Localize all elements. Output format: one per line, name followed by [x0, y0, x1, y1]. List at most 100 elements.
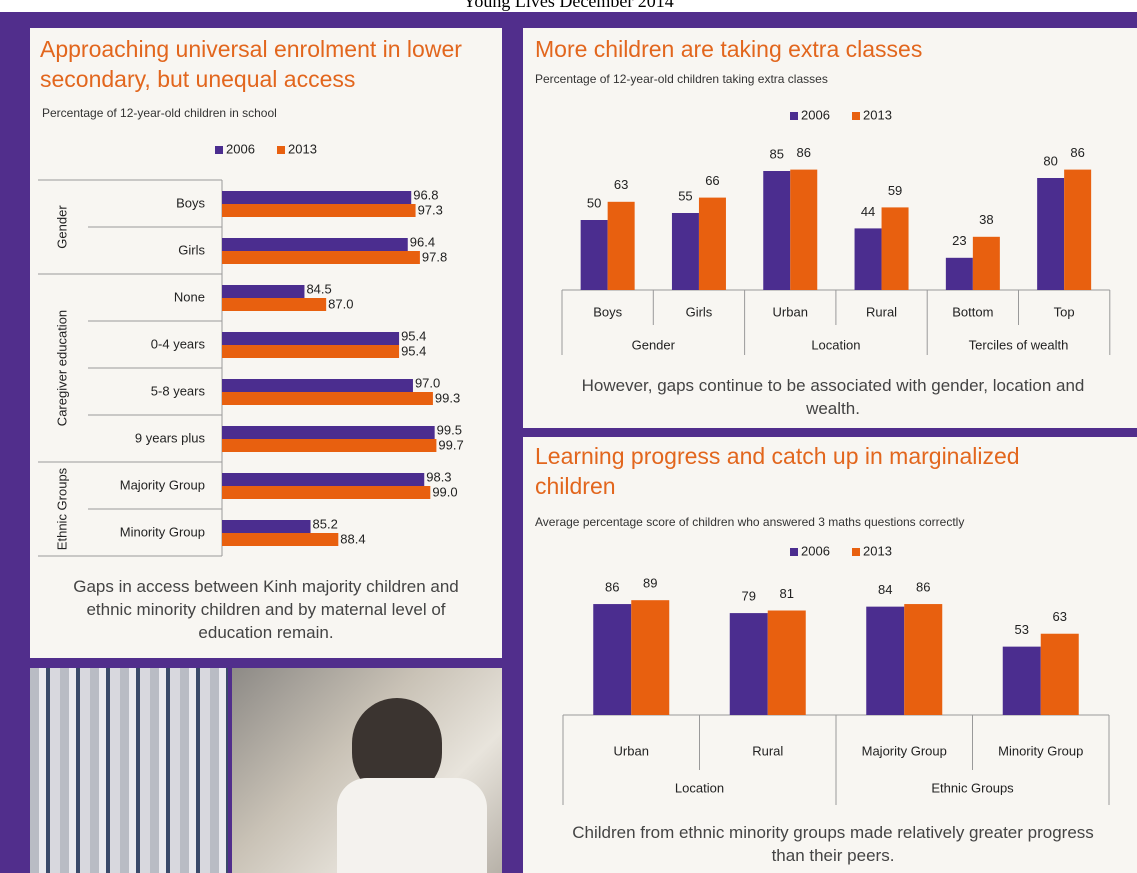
bar	[222, 204, 416, 217]
value-label: 86	[605, 579, 619, 594]
bar	[672, 213, 699, 290]
bar	[581, 220, 608, 290]
bar	[222, 473, 424, 486]
value-label: 97.3	[418, 202, 443, 217]
bar	[1037, 178, 1064, 290]
group-label: Ethnic Groups	[54, 467, 69, 550]
bar	[1064, 170, 1091, 290]
value-label: 80	[1043, 153, 1057, 168]
category-label: Boys	[593, 304, 622, 319]
legend-label: 2013	[863, 107, 892, 122]
bar	[222, 332, 399, 345]
bar	[222, 426, 435, 439]
category-label: Majority Group	[862, 743, 947, 758]
bar	[222, 285, 304, 298]
category-label: Minority Group	[120, 524, 205, 539]
value-label: 86	[797, 145, 811, 160]
bar	[222, 251, 420, 264]
bar	[904, 604, 942, 715]
bar	[866, 607, 904, 715]
value-label: 38	[979, 212, 993, 227]
category-label: 5-8 years	[151, 383, 206, 398]
group-label: Caregiver education	[54, 310, 69, 426]
group-label: Location	[675, 780, 724, 795]
group-label: Terciles of wealth	[969, 337, 1069, 352]
group-label: Gender	[632, 337, 676, 352]
bar	[222, 520, 311, 533]
category-label: Rural	[752, 743, 783, 758]
bar	[222, 392, 433, 405]
value-label: 96.8	[413, 187, 438, 202]
bar	[882, 207, 909, 290]
group-label: Ethnic Groups	[931, 780, 1014, 795]
value-label: 99.5	[437, 422, 462, 437]
value-label: 63	[1053, 609, 1067, 624]
value-label: 44	[861, 204, 875, 219]
legend-label: 2006	[226, 141, 255, 156]
legend-label: 2006	[801, 543, 830, 558]
value-label: 84.5	[306, 281, 331, 296]
value-label: 99.3	[435, 390, 460, 405]
category-label: Top	[1054, 304, 1075, 319]
value-label: 97.0	[415, 375, 440, 390]
charts: 2006 2013 Gender Boys Girls Caregiver educati…	[0, 0, 1137, 873]
value-label: 96.4	[410, 234, 435, 249]
category-label: Majority Group	[120, 477, 205, 492]
bar	[946, 258, 973, 290]
legend-label: 2013	[288, 141, 317, 156]
bar	[222, 298, 326, 311]
category-label: Urban	[773, 304, 808, 319]
bar	[222, 439, 436, 452]
value-label: 53	[1015, 622, 1029, 637]
category-label: Bottom	[952, 304, 993, 319]
group-label: Location	[811, 337, 860, 352]
value-label: 66	[705, 173, 719, 188]
bar	[730, 613, 768, 715]
bar	[763, 171, 790, 290]
value-label: 99.7	[438, 437, 463, 452]
bar	[768, 611, 806, 715]
legend-label: 2006	[801, 107, 830, 122]
bar	[222, 238, 408, 251]
value-label: 95.4	[401, 343, 426, 358]
value-label: 59	[888, 183, 902, 198]
category-label: Boys	[176, 195, 205, 210]
value-label: 98.3	[426, 469, 451, 484]
bar	[608, 202, 635, 290]
category-label: 9 years plus	[135, 430, 206, 445]
legend-swatch	[790, 548, 798, 556]
value-label: 89	[643, 576, 657, 591]
value-label: 55	[678, 188, 692, 203]
legend-swatch	[852, 548, 860, 556]
legend-swatch	[852, 112, 860, 120]
value-label: 97.8	[422, 249, 447, 264]
category-label: Minority Group	[998, 743, 1083, 758]
category-label: Rural	[866, 304, 897, 319]
bar	[593, 604, 631, 715]
bar	[222, 379, 413, 392]
page: Young Lives December 2014 Approaching un…	[0, 0, 1137, 873]
bar	[222, 191, 411, 204]
bar	[790, 170, 817, 290]
value-label: 63	[614, 177, 628, 192]
value-label: 79	[742, 589, 756, 604]
category-label: Urban	[614, 743, 649, 758]
legend-swatch	[277, 146, 285, 154]
value-label: 85.2	[313, 516, 338, 531]
bar	[1041, 634, 1079, 715]
bar	[699, 198, 726, 290]
value-label: 50	[587, 195, 601, 210]
value-label: 86	[1070, 145, 1084, 160]
bar	[222, 345, 399, 358]
category-label: Girls	[178, 242, 205, 257]
value-label: 95.4	[401, 328, 426, 343]
category-label: None	[174, 289, 205, 304]
bar	[1003, 647, 1041, 715]
bar	[855, 228, 882, 290]
legend-swatch	[215, 146, 223, 154]
legend-swatch	[790, 112, 798, 120]
value-label: 86	[916, 579, 930, 594]
value-label: 88.4	[340, 531, 365, 546]
bar	[222, 533, 338, 546]
bar	[973, 237, 1000, 290]
